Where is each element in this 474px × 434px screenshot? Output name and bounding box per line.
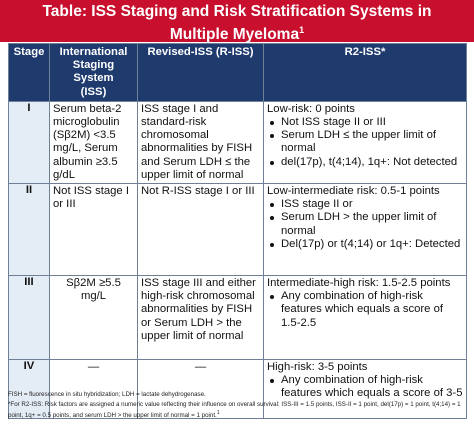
list-item: Any combination of high-risk features wh…: [267, 290, 463, 330]
footnote-superscript: 1: [216, 410, 220, 417]
stage-cell: IV: [8, 359, 50, 420]
header-riss: Revised-ISS (R-ISS): [137, 43, 264, 102]
footnote-abbreviations: FISH = fluorescence in situ hybridizatio…: [8, 391, 206, 398]
r2iss-cell: Intermediate-high risk: 1.5-2.5 points A…: [263, 275, 467, 361]
title-line-1: Table: ISS Staging and Risk Stratificati…: [42, 3, 432, 20]
r2iss-list: Not ISS stage II or III Serum LDH ≤ the …: [267, 116, 463, 169]
iss-cell: Sβ2M ≥5.5 mg/L: [49, 275, 138, 361]
r2iss-list: Any combination of high-risk features wh…: [267, 374, 463, 400]
title-line-2-text: Multiple Myeloma: [169, 26, 300, 44]
footnote-r2iss-text: *For R2-ISS: Risk factors are assigned a…: [8, 401, 461, 420]
list-item: Serum LDH > the upper limit of normal: [267, 211, 463, 237]
header-row: Stage International Staging System (ISS)…: [8, 43, 467, 102]
table-row: II Not ISS stage I or III Not R-ISS stag…: [8, 183, 467, 277]
riss-cell: Not R-ISS stage I or III: [137, 183, 264, 277]
list-item: Del(17p) or t(4;14) or 1q+: Detected: [267, 238, 463, 251]
list-item: ISS stage II or: [267, 198, 463, 211]
r2iss-cell: Low-risk: 0 points Not ISS stage II or I…: [263, 100, 467, 185]
table-title: Table: ISS Staging and Risk Stratificati…: [0, 0, 474, 44]
iss-cell: Not ISS stage I or III: [49, 183, 138, 277]
riss-cell: ISS stage I and standard-risk chromosoma…: [137, 100, 264, 185]
riss-cell: ISS stage III and either high-risk chrom…: [137, 275, 264, 361]
header-iss-line-3: (ISS): [80, 85, 107, 98]
stage-cell: III: [8, 275, 50, 361]
r2iss-list: Any combination of high-risk features wh…: [267, 290, 463, 330]
r2iss-cell: Low-intermediate risk: 0.5-1 points ISS …: [263, 183, 467, 277]
table-row: IV — — High-risk: 3-5 points Any combina…: [8, 359, 467, 420]
r2iss-heading: Low-intermediate risk: 0.5-1 points: [267, 185, 440, 198]
iss-cell: —: [49, 359, 138, 420]
r2iss-heading: Intermediate-high risk: 1.5-2.5 points: [267, 277, 451, 290]
iss-cell: Serum beta-2 microglobulin (Sβ2M) <3.5 m…: [49, 100, 138, 185]
title-line-2: Multiple Myeloma1: [0, 21, 474, 44]
list-item: Not ISS stage II or III: [267, 116, 463, 129]
header-iss-line-1: International: [59, 46, 128, 58]
staging-table: Stage International Staging System (ISS)…: [8, 43, 467, 420]
footnotes: FISH = fluorescence in situ hybridizatio…: [8, 391, 468, 423]
title-superscript: 1: [299, 25, 305, 35]
r2iss-heading: High-risk: 3-5 points: [267, 361, 368, 374]
header-r2iss: R2-ISS*: [263, 43, 467, 102]
r2iss-list: ISS stage II or Serum LDH > the upper li…: [267, 198, 463, 251]
riss-cell: —: [137, 359, 264, 420]
footnote-r2iss: *For R2-ISS: Risk factors are assigned a…: [8, 401, 468, 420]
stage-cell: II: [8, 183, 50, 277]
r2iss-heading: Low-risk: 0 points: [267, 102, 355, 115]
header-stage: Stage: [8, 43, 50, 102]
list-item: Serum LDH ≤ the upper limit of normal: [267, 129, 463, 155]
stage-cell: I: [8, 100, 50, 185]
table-row: III Sβ2M ≥5.5 mg/L ISS stage III and eit…: [8, 275, 467, 361]
header-iss-line-2: Staging System: [72, 59, 115, 85]
r2iss-cell: High-risk: 3-5 points Any combination of…: [263, 359, 467, 420]
list-item: Any combination of high-risk features wh…: [267, 374, 463, 400]
table-row: I Serum beta-2 microglobulin (Sβ2M) <3.5…: [8, 100, 467, 185]
list-item: del(17p), t(4;14), 1q+: Not detected: [267, 156, 463, 169]
header-iss: International Staging System (ISS): [49, 43, 138, 102]
